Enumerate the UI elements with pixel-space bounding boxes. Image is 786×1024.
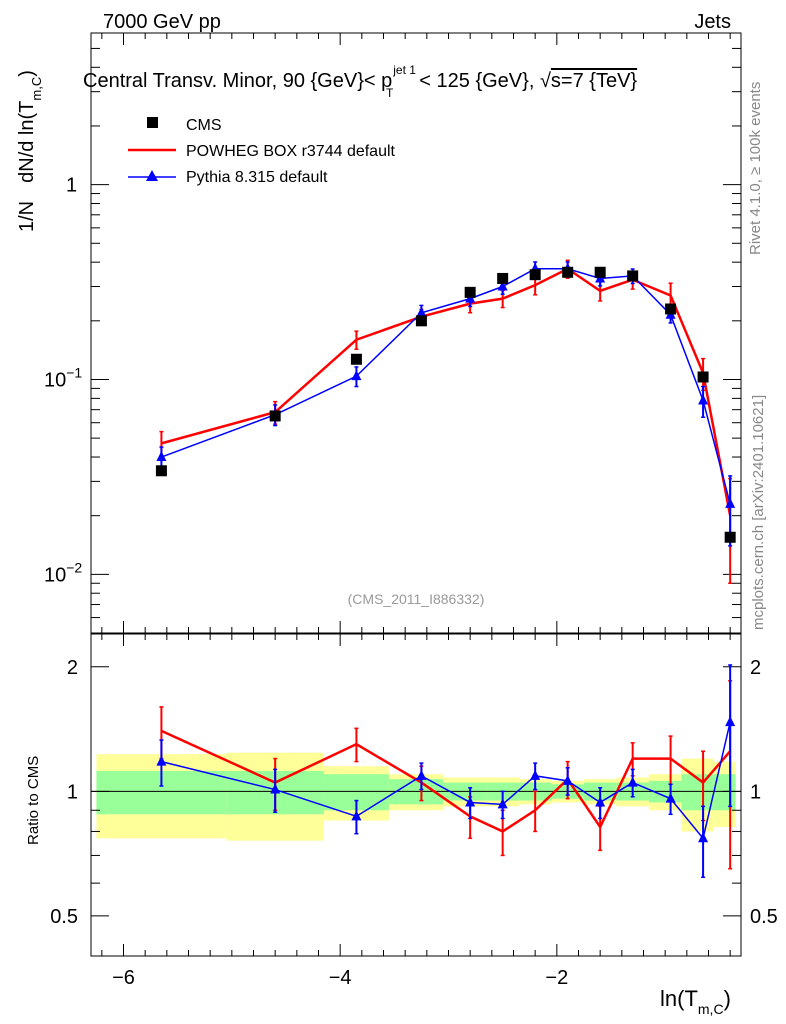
main-series — [155, 259, 736, 585]
pythia-point-ratio — [416, 769, 427, 780]
ratio-band-inner — [681, 774, 714, 811]
cms-data-point — [724, 531, 736, 543]
pythia-point-ratio — [351, 810, 362, 821]
y-tick-label-main: 10−1 — [44, 364, 82, 391]
pythia-point-ratio — [627, 776, 638, 787]
cms-data-point — [697, 371, 709, 383]
pythia-point-ratio — [530, 769, 541, 780]
analysis-watermark: (CMS_2011_I886332) — [348, 591, 485, 607]
y-tick-label-main: 1 — [66, 175, 77, 197]
x-tick-label: −6 — [112, 967, 135, 989]
cms-data-point — [155, 465, 167, 477]
cms-data-point — [665, 303, 677, 315]
pythia-point-main — [497, 280, 508, 291]
pythia-point-main — [725, 497, 736, 508]
pythia-point-ratio — [270, 783, 281, 794]
pythia-point-main — [351, 370, 362, 381]
ratio-uncertainty-bands — [96, 752, 736, 841]
axis-tick-labels: −6 −4 −2 1 10−1 10−2 2 2 1 1 0.5 0.5 — [44, 175, 778, 989]
series-line-main — [161, 268, 731, 505]
cms-data-point — [464, 286, 476, 298]
pythia-point-ratio — [156, 755, 167, 766]
main-plot-frame — [90, 32, 742, 634]
pythia-point-ratio — [665, 792, 676, 803]
mcplots-label: mcplots.cern.ch [arXiv:2401.10621] — [750, 395, 767, 630]
x-tick-label: −4 — [329, 967, 352, 989]
cms-data-point — [497, 272, 509, 284]
y-tick-label-ratio-right: 2 — [750, 657, 761, 679]
legend-pythia-label: Pythia 8.315 default — [186, 169, 328, 186]
y-tick-label-ratio-right: 0.5 — [750, 906, 778, 928]
y-tick-label-ratio-right: 1 — [750, 781, 761, 803]
pythia-point-ratio — [725, 716, 736, 727]
cms-data-point — [594, 266, 606, 278]
energy-label: 7000 GeV pp — [103, 11, 221, 33]
pythia-point-main — [156, 451, 167, 462]
ratio-plot-frame — [90, 633, 742, 957]
ratio-series — [156, 664, 736, 878]
pythia-point-main — [416, 306, 427, 317]
legend-pythia-marker — [146, 170, 158, 181]
legend-cms-marker — [147, 117, 158, 128]
legend: CMS POWHEG BOX r3744 default Pythia 8.31… — [128, 117, 396, 186]
y-tick-label-ratio: 2 — [67, 657, 78, 679]
category-label: Jets — [694, 11, 731, 33]
x-axis-label: ln(Tm,C) — [660, 986, 731, 1017]
pythia-point-ratio — [562, 774, 573, 785]
cms-data-point — [562, 266, 574, 278]
y-axis-label-ratio: Ratio to CMS — [25, 756, 42, 845]
cms-data-point — [350, 353, 362, 365]
pythia-point-ratio — [497, 798, 508, 809]
cms-data-point — [529, 269, 541, 281]
cms-data-point — [627, 270, 639, 282]
cms-data-point — [269, 410, 281, 422]
pythia-point-main — [698, 394, 709, 405]
pythia-point-ratio — [698, 832, 709, 843]
y-tick-label-ratio: 0.5 — [50, 906, 78, 928]
pythia-point-ratio — [465, 796, 476, 807]
cms-data-point — [415, 315, 427, 327]
y-tick-label-ratio: 1 — [67, 781, 78, 803]
legend-cms-label: CMS — [186, 117, 222, 134]
y-tick-label-main: 10−2 — [44, 559, 82, 586]
y-axis-label-main: 1/NdN/d ln(Tm,C) — [16, 70, 44, 232]
axis-ticks — [91, 32, 741, 956]
x-tick-label: −2 — [545, 967, 568, 989]
rivet-version-label: Rivet 4.1.0, ≥ 100k events — [747, 82, 764, 255]
legend-powheg-label: POWHEG BOX r3744 default — [186, 143, 396, 160]
pythia-point-ratio — [595, 796, 606, 807]
